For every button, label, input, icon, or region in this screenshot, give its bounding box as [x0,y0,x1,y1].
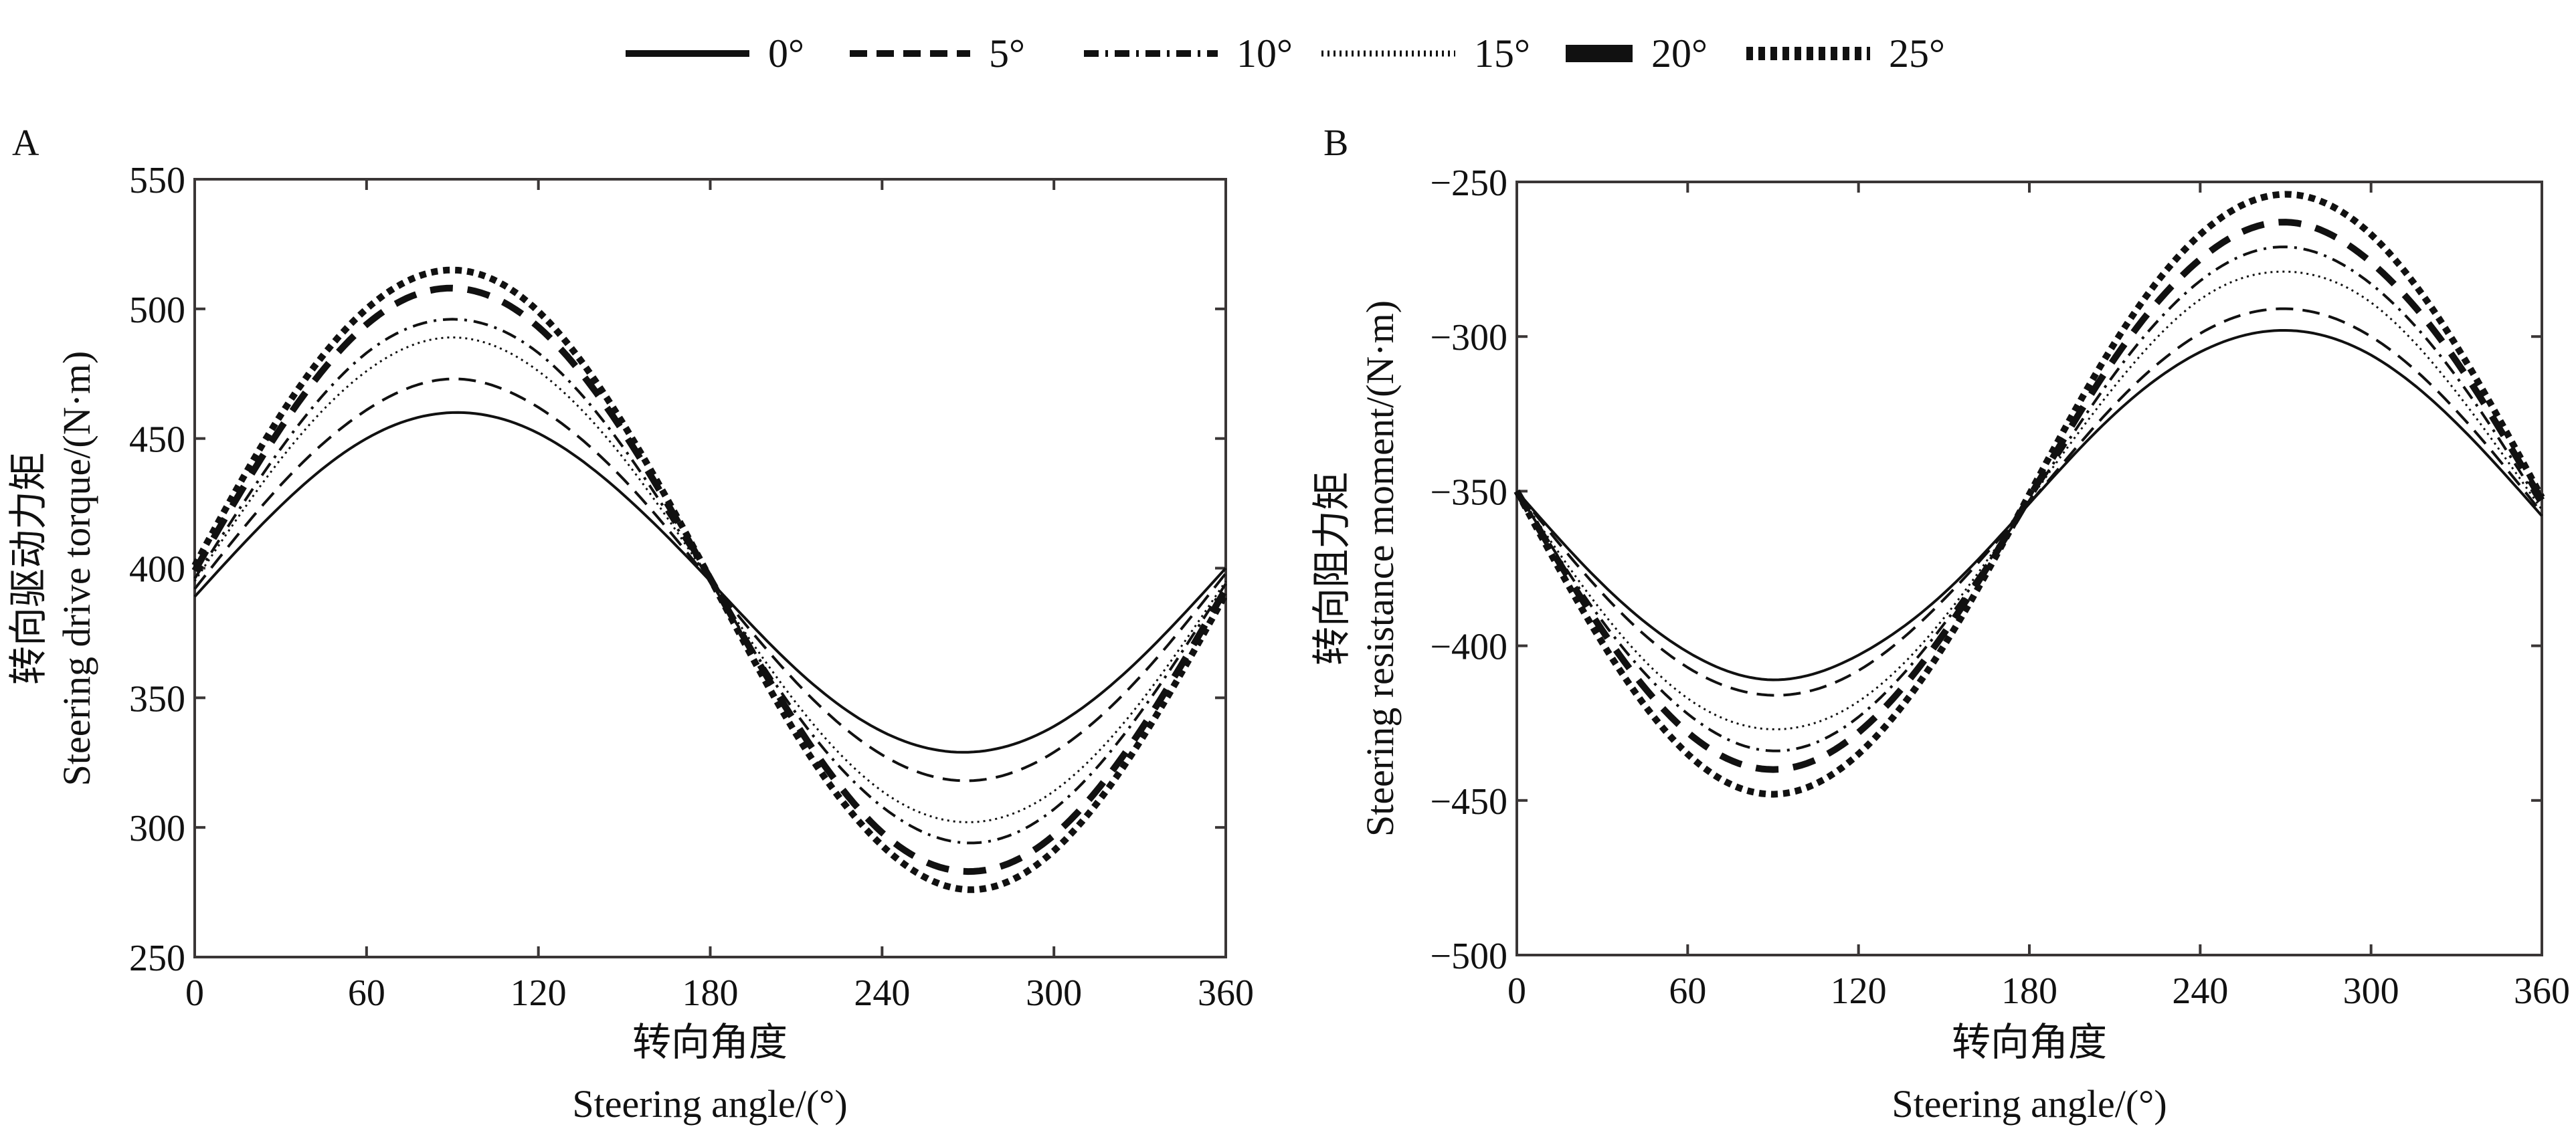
legend-item: 10° [1084,31,1293,76]
panel-a-x-tick-label: 240 [854,972,910,1014]
legend-item: 20° [1566,31,1708,76]
panel-a-series-line [191,266,1229,894]
panel-a-y-tick-label: 450 [129,419,185,461]
panel-a-x-tick-label: 180 [682,972,739,1014]
panel-b-x-title: Steering angle/(°) [1892,1082,2167,1126]
panel-b-y-tick-label: −500 [1430,936,1507,977]
panel-b-y-tick-label: −400 [1430,627,1507,668]
panel-b-y-tick-label: −300 [1430,317,1507,358]
panel-b-x-tick-label: 120 [1831,970,1887,1012]
panel-a-y-title-cn: 转向驱动力矩 [7,452,50,685]
panel-a-y-title: Steering drive torque/(N·m) [55,351,98,787]
legend-label: 25° [1889,31,1945,76]
panel-a-x-tick-label: 300 [1026,972,1082,1014]
panel-b-curves [1513,191,2545,798]
panel-b-x-tick-label: 0 [1507,970,1526,1012]
panel-a-x-title-cn: 转向角度 [632,1021,788,1064]
panel-b-y-tick-label: −250 [1430,163,1507,204]
panel-a-label: A [12,122,39,164]
panel-b-x-tick-label: 60 [1669,970,1706,1012]
legend-item: 5° [850,31,1025,76]
panel-a-y-tick-label: 250 [129,938,185,979]
legend: 0° 5° 10° 15° 20° 25° [626,31,1945,76]
panel-b-x-title-cn: 转向角度 [1952,1021,2107,1064]
legend-label: 20° [1651,31,1708,76]
panel-b-series-line [1515,329,2543,682]
panel-a-plot-frame [193,178,1227,958]
legend-label: 5° [989,31,1025,76]
legend-label: 0° [768,31,804,76]
panel-a-chart: A 0 60 120 180 240 300 360 250 300 350 400 450 500 55… [7,122,1254,1126]
panel-a-x-title: Steering angle/(°) [572,1082,847,1126]
panel-a-y-tick-label: 500 [129,290,185,331]
legend-item: 15° [1321,31,1530,76]
panel-a-y-tick-label: 300 [129,808,185,849]
panel-b-y-title-cn: 转向阻力矩 [1310,472,1354,665]
panel-b-x-tick-label: 360 [2514,970,2570,1012]
panel-b-series-line [1515,245,2543,752]
panel-b-series-line [1513,191,2545,798]
panel-a-x-tick-label: 360 [1198,972,1254,1014]
panel-a-series-line [193,318,1227,845]
panel-b-ticks: 0 60 120 180 240 300 360 −500 −450 −400 −350 −300 −2… [1430,163,2570,1012]
panel-b-chart: B 0 60 120 180 240 300 360 −500 −450 −400 −350 −300… [1310,122,2570,1126]
panel-b-x-tick-label: 180 [2001,970,2057,1012]
panel-b-y-title: Steering resistance moment/(N·m) [1358,300,1402,837]
panel-a-ticks: 0 60 120 180 240 300 360 250 300 350 400 450 500 550 [129,160,1254,1014]
panel-a-series-line [193,336,1227,823]
panel-a-y-tick-label: 550 [129,160,185,201]
panel-b-series-line [1515,307,2543,697]
legend-item: 0° [626,31,804,76]
panel-b-label: B [1323,122,1348,164]
panel-b-y-tick-label: −350 [1430,472,1507,513]
legend-label: 10° [1236,31,1293,76]
panel-a-curves [191,266,1229,894]
legend-item: 25° [1746,31,1945,76]
panel-b-x-tick-label: 240 [2172,970,2228,1012]
panel-a-y-tick-label: 400 [129,549,185,591]
panel-a-x-tick-label: 0 [185,972,204,1014]
panel-a-y-tick-label: 350 [129,678,185,720]
panel-a-x-tick-label: 120 [511,972,567,1014]
panel-b-y-tick-label: −450 [1430,781,1507,823]
panel-b-x-tick-label: 300 [2343,970,2399,1012]
panel-a-x-tick-label: 60 [348,972,385,1014]
legend-label: 15° [1474,31,1530,76]
